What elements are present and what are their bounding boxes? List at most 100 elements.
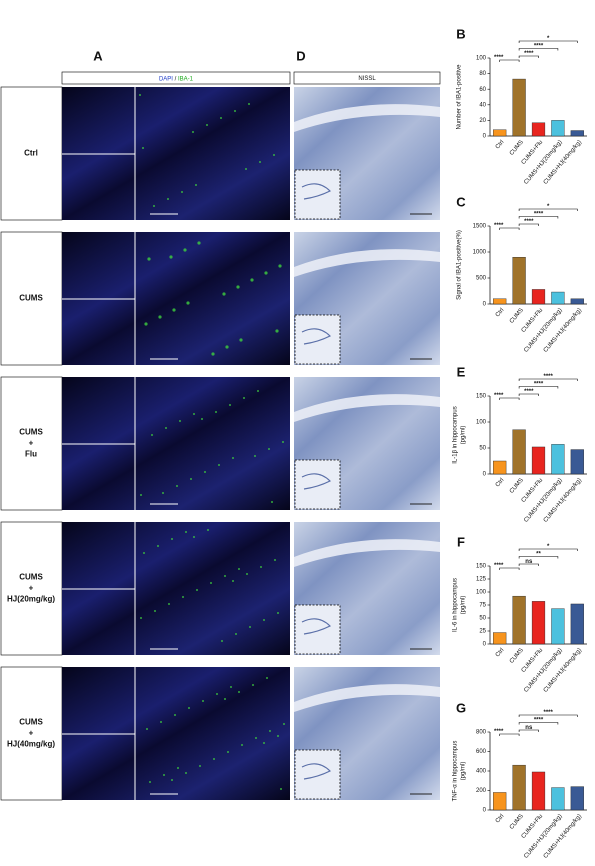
microglia <box>236 285 240 289</box>
x-tick-label: CUMS <box>509 307 525 324</box>
microglia <box>171 538 173 540</box>
microglia <box>268 448 270 450</box>
row-label: HJ(20mg/kg) <box>7 595 55 604</box>
microglia <box>185 772 187 774</box>
x-tick-label: CUMS+HJ(40mg/kg) <box>543 813 583 859</box>
bar <box>493 792 507 811</box>
microglia <box>160 721 162 723</box>
significance-label: **** <box>544 710 554 716</box>
bar <box>551 608 565 645</box>
significance-label: * <box>547 204 550 210</box>
header-dapi: DAPI <box>159 76 173 82</box>
y-tick-label: 100 <box>476 56 487 62</box>
microglia <box>179 420 181 422</box>
row-label: CUMS <box>19 428 43 437</box>
microglia <box>259 161 261 163</box>
microglia <box>278 264 282 268</box>
inset <box>294 169 341 220</box>
y-tick-label: 20 <box>479 118 486 124</box>
bar <box>493 460 507 475</box>
microglia <box>157 545 159 547</box>
bar <box>512 429 526 475</box>
significance-bracket <box>499 397 520 400</box>
microglia <box>264 271 268 275</box>
y-tick-label: 100 <box>476 420 487 426</box>
row-label-box <box>0 86 63 221</box>
significance-label: **** <box>494 729 504 735</box>
microglia <box>149 781 151 783</box>
microglia <box>163 774 165 776</box>
x-tick-label: CUMS <box>509 477 525 494</box>
bar <box>512 764 526 811</box>
microglia <box>250 278 254 282</box>
x-tick-label: CUMS+HJ(40mg/kg) <box>543 139 583 185</box>
microglia <box>221 640 223 642</box>
x-tick-label: CUMS <box>509 813 525 830</box>
y-tick-label: 600 <box>476 749 487 755</box>
microglia <box>225 345 229 349</box>
microglia <box>249 626 251 628</box>
microglia <box>142 147 144 149</box>
microglia <box>245 168 247 170</box>
row-label: + <box>29 584 34 593</box>
x-tick-label: Ctrl <box>495 813 506 824</box>
row-label-box <box>0 521 63 656</box>
microglia <box>232 457 234 459</box>
significance-label: **** <box>534 382 544 388</box>
significance-label: ** <box>536 552 541 558</box>
inset <box>294 314 341 365</box>
bar <box>493 298 507 305</box>
inset <box>294 604 341 655</box>
x-tick-label: CUMS <box>509 647 525 664</box>
microglia <box>243 397 245 399</box>
microglia <box>254 455 256 457</box>
bar <box>570 298 584 305</box>
microglia <box>211 352 215 356</box>
y-tick-label: 80 <box>479 71 486 77</box>
microglia <box>202 700 204 702</box>
x-tick-label: CUMS+HJ(20mg/kg) <box>523 307 563 353</box>
microglia <box>185 531 187 533</box>
significance-bracket <box>499 227 520 230</box>
microglia <box>271 501 273 503</box>
bar <box>493 129 507 137</box>
microglia <box>140 617 142 619</box>
microglia <box>255 737 257 739</box>
bar <box>512 78 526 137</box>
microglia <box>162 492 164 494</box>
microglia <box>277 735 279 737</box>
microglia <box>238 568 240 570</box>
microglia <box>146 728 148 730</box>
microglia <box>167 198 169 200</box>
bar <box>531 771 546 811</box>
x-tick-label: Ctrl <box>495 139 506 150</box>
bar <box>551 787 565 811</box>
microglia <box>147 257 151 261</box>
microglia <box>277 612 279 614</box>
y-tick-label: 500 <box>476 276 487 282</box>
header-box <box>293 71 441 85</box>
microglia <box>263 619 265 621</box>
microglia <box>181 191 183 193</box>
header-d: NISSL <box>358 76 376 82</box>
microglia <box>193 413 195 415</box>
microglia <box>224 575 226 577</box>
bar <box>570 130 584 137</box>
row-label: HJ(40mg/kg) <box>7 740 55 749</box>
inset-hippocampus <box>301 473 332 490</box>
significance-label: * <box>547 36 550 42</box>
significance-label: **** <box>534 212 544 218</box>
row-label: CUMS <box>19 294 43 303</box>
bar <box>531 446 546 475</box>
microglia <box>275 329 279 333</box>
significance-label: **** <box>494 563 504 569</box>
y-tick-label: 50 <box>479 616 486 622</box>
y-tick-label: 1500 <box>473 224 487 230</box>
inset-hippocampus <box>301 618 332 635</box>
microglia <box>144 322 148 326</box>
microglia <box>246 573 248 575</box>
significance-label: ns <box>525 559 533 565</box>
microglia <box>215 411 217 413</box>
y-tick-label: 125 <box>476 577 487 583</box>
microglia <box>238 691 240 693</box>
